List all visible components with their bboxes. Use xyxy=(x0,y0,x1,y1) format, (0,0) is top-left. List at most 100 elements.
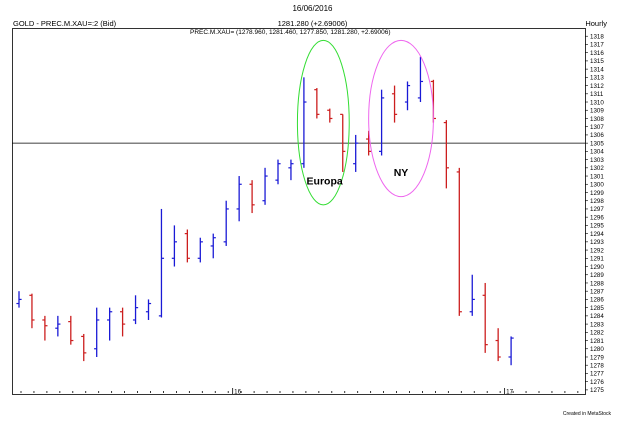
ohlc-bar xyxy=(145,299,152,320)
y-tick-label: 1284 xyxy=(590,313,604,320)
ohlc-bar xyxy=(340,113,346,172)
y-tick-label: 1293 xyxy=(590,239,604,246)
y-tick-label: 1275 xyxy=(590,387,604,394)
ohlc-bar xyxy=(495,328,501,362)
y-tick-label: 1279 xyxy=(590,354,604,361)
ohlc-bar xyxy=(42,315,48,341)
annotation-label: Europa xyxy=(307,175,343,187)
y-tick-label: 1282 xyxy=(590,330,604,337)
y-tick-label: 1311 xyxy=(590,91,604,98)
annotation-label: NY xyxy=(394,167,409,179)
ohlc-bar xyxy=(379,89,385,156)
x-tick-label: 16 xyxy=(234,389,241,396)
y-tick-label: 1310 xyxy=(590,99,604,106)
y-tick-label: 1297 xyxy=(590,206,604,213)
y-tick-label: 1301 xyxy=(590,173,604,180)
ohlc-bar xyxy=(197,237,203,263)
y-tick-label: 1299 xyxy=(590,190,604,197)
ohlc-bar xyxy=(417,56,424,103)
ohlc-bar xyxy=(404,81,411,111)
y-tick-label: 1291 xyxy=(590,256,604,263)
ohlc-bar xyxy=(456,167,462,316)
y-tick-label: 1317 xyxy=(590,42,604,49)
y-tick-label: 1312 xyxy=(590,83,604,90)
y-tick-label: 1303 xyxy=(590,157,604,164)
y-tick-label: 1281 xyxy=(590,338,604,345)
timeframe-label: Hourly xyxy=(585,19,607,28)
ohlc-bar xyxy=(353,134,359,172)
y-tick-label: 1304 xyxy=(590,149,604,156)
y-tick-label: 1307 xyxy=(590,124,604,131)
y-tick-label: 1302 xyxy=(590,165,604,172)
indicator-readout: PREC.M.XAU= (1278.960, 1281.460, 1277.85… xyxy=(190,29,391,36)
y-tick-label: 1285 xyxy=(590,305,604,312)
x-axis: 16 17 xyxy=(20,388,579,396)
ohlc-bar xyxy=(288,159,294,181)
y-tick-label: 1276 xyxy=(590,379,604,386)
ohlc-bar xyxy=(210,233,216,259)
ohlc-bar xyxy=(443,120,449,189)
ohlc-bar xyxy=(469,274,475,316)
annotation-ellipse xyxy=(368,39,434,198)
ohlc-bar xyxy=(223,200,229,246)
ohlc-bar xyxy=(366,130,372,156)
annotation-ellipse xyxy=(296,39,350,206)
ohlc-bar xyxy=(262,167,268,205)
ohlc-bar xyxy=(16,291,22,308)
y-tick-label: 1298 xyxy=(590,198,604,205)
x-tick-label: 17 xyxy=(506,389,513,396)
credit-text: Created in MetaStock xyxy=(562,411,611,417)
y-tick-label: 1314 xyxy=(590,66,604,73)
y-tick-label: 1318 xyxy=(590,34,604,41)
y-tick-label: 1308 xyxy=(590,116,604,123)
ohlc-bar xyxy=(327,108,333,123)
plot-border xyxy=(12,28,586,395)
y-tick-label: 1313 xyxy=(590,75,604,82)
symbol-title: GOLD - PREC.M.XAU=:2 (Bid) xyxy=(13,19,117,28)
y-tick-label: 1283 xyxy=(590,321,604,328)
y-tick-label: 1306 xyxy=(590,132,604,139)
ohlc-bar xyxy=(314,88,320,119)
y-tick-label: 1295 xyxy=(590,223,604,230)
y-tick-label: 1287 xyxy=(590,288,604,295)
ohlc-bar xyxy=(158,208,165,318)
y-tick-label: 1296 xyxy=(590,214,604,221)
ohlc-bar xyxy=(184,229,190,263)
y-tick-label: 1286 xyxy=(590,297,604,304)
y-tick-label: 1316 xyxy=(590,50,604,57)
ohlc-bar xyxy=(68,315,74,345)
ohlc-bar xyxy=(120,307,126,337)
ohlc-bar xyxy=(508,336,514,366)
y-tick-label: 1289 xyxy=(590,272,604,279)
ohlc-bar xyxy=(275,159,281,185)
ohlc-bar xyxy=(249,180,255,214)
ohlc-bar xyxy=(55,315,61,337)
y-tick-label: 1277 xyxy=(590,371,604,378)
chart-frame xyxy=(12,28,586,395)
ohlc-bar xyxy=(301,77,307,168)
ohlc-bar xyxy=(236,176,242,222)
annotations: Europa NY xyxy=(296,39,434,206)
ohlc-bar xyxy=(107,307,113,341)
ohlc-bar xyxy=(29,293,35,329)
ohlc-bar xyxy=(482,282,488,353)
y-tick-label: 1305 xyxy=(590,140,604,147)
y-tick-label: 1315 xyxy=(590,58,604,65)
y-tick-label: 1288 xyxy=(590,280,604,287)
chart-date: 16/06/2016 xyxy=(292,4,333,13)
last-value: 1281.280 (+2.69006) xyxy=(277,19,348,28)
y-tick-label: 1278 xyxy=(590,363,604,370)
y-tick-label: 1290 xyxy=(590,264,604,271)
ohlc-bar xyxy=(81,333,87,362)
ohlc-bar xyxy=(391,85,398,123)
y-tick-label: 1294 xyxy=(590,231,604,238)
ohlc-bar xyxy=(132,295,139,325)
y-tick-label: 1280 xyxy=(590,346,604,353)
y-tick-label: 1292 xyxy=(590,247,604,254)
y-tick-label: 1300 xyxy=(590,182,604,189)
ohlc-bar xyxy=(94,307,100,357)
price-bars xyxy=(16,56,514,366)
ohlc-bar xyxy=(171,225,177,267)
